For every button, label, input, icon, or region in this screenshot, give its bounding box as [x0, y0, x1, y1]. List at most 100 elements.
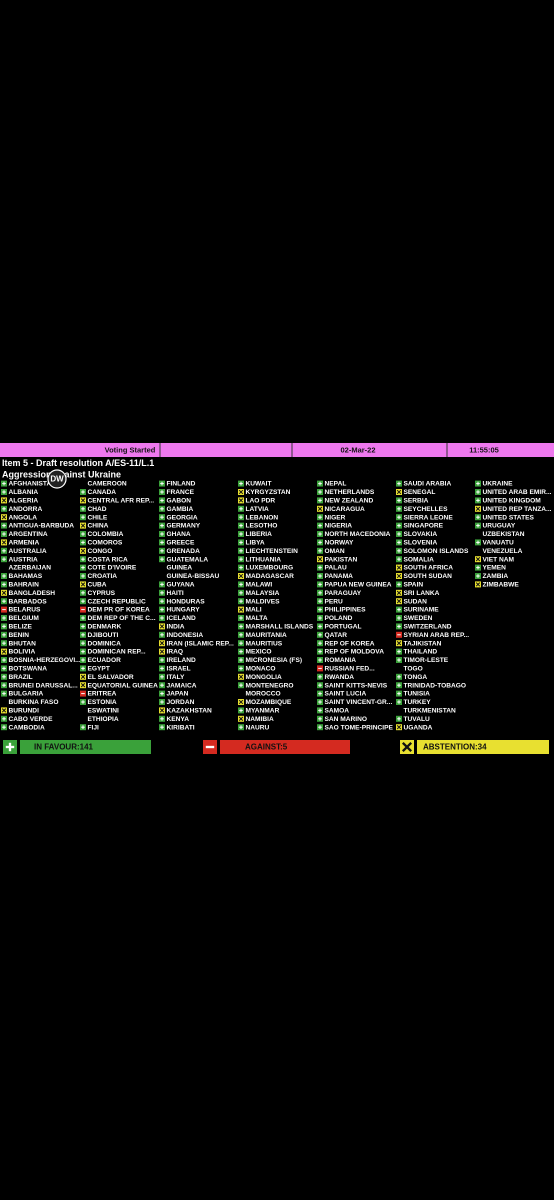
- country-name: TURKEY: [404, 699, 432, 706]
- vote-symbol: [396, 489, 402, 495]
- status: Voting Started: [105, 445, 156, 454]
- country-name: SAO TOME-PRINCIPE: [325, 724, 394, 731]
- country-name: PERU: [325, 598, 344, 605]
- vote-symbol: [238, 699, 244, 705]
- country-name: NAMIBIA: [246, 716, 274, 723]
- tally-label: ABSTENTION:34: [423, 743, 487, 752]
- vote-symbol: [80, 683, 86, 688]
- country-name: DOMINICAN REP...: [88, 649, 146, 656]
- country-name: MAURITANIA: [246, 632, 288, 639]
- country-name: BRUNEI DARUSSAL...: [9, 682, 78, 689]
- country-name: GERMANY: [167, 523, 201, 530]
- country-name: GREECE: [167, 539, 195, 546]
- country-name: ERITREA: [88, 691, 117, 698]
- country-name: DEM PR OF KOREA: [88, 607, 151, 614]
- country-name: SYRIAN ARAB REP...: [404, 632, 470, 639]
- country-name: IRELAND: [167, 657, 197, 664]
- country-name: AZERBAIJAN: [9, 565, 52, 572]
- vote-symbol: [1, 515, 7, 520]
- country-name: KUWAIT: [246, 481, 272, 488]
- country-name: SAUDI ARABIA: [404, 481, 452, 488]
- country-name: ZAMBIA: [483, 573, 509, 580]
- country-name: NAURU: [246, 724, 270, 731]
- country-name: CANADA: [88, 489, 117, 496]
- country-name: SAMOA: [325, 707, 350, 714]
- vote-symbol: [159, 624, 165, 629]
- country-name: SAINT KITTS-NEVIS: [325, 682, 388, 689]
- country-name: ALGERIA: [9, 497, 39, 504]
- country-name: CAMEROON: [88, 481, 127, 488]
- country-name: BOTSWANA: [9, 665, 48, 672]
- country-name: JAMAICA: [167, 682, 197, 689]
- vote-symbol: [396, 590, 402, 595]
- vote-symbol: [1, 540, 7, 545]
- vote-symbol: [317, 557, 323, 562]
- country-name: BURUNDI: [9, 707, 40, 714]
- vote-symbol: [396, 641, 402, 646]
- country-name: LIBYA: [246, 539, 265, 546]
- country-name: UNITED ARAB EMIR...: [483, 489, 552, 496]
- country-name: COMOROS: [88, 539, 123, 546]
- country-name: PAPUA NEW GUINEA: [325, 581, 392, 588]
- country-name: ALBANIA: [9, 489, 39, 496]
- country-name: CROATIA: [88, 573, 118, 580]
- time: 11:55:05: [469, 445, 499, 454]
- country-name: MYANMAR: [246, 707, 280, 714]
- country-name: SAINT VINCENT-GR...: [325, 699, 393, 706]
- country-name: JAPAN: [167, 691, 189, 698]
- vote-symbol: [396, 725, 402, 730]
- country-name: INDIA: [167, 623, 185, 630]
- country-name: NEPAL: [325, 481, 347, 488]
- country-name: CHINA: [88, 523, 109, 530]
- tally-label: IN FAVOUR:141: [34, 743, 94, 752]
- country-name: HUNGARY: [167, 607, 201, 614]
- country-name: ITALY: [167, 674, 186, 681]
- country-name: SUDAN: [404, 598, 428, 605]
- vote-symbol: [238, 489, 244, 495]
- country-name: BENIN: [9, 632, 30, 639]
- country-name: GEORGIA: [167, 514, 198, 521]
- vote-symbol: [1, 590, 7, 595]
- country-name: CABO VERDE: [9, 716, 54, 723]
- country-name: URUGUAY: [483, 523, 516, 530]
- country-name: SENEGAL: [404, 489, 436, 496]
- country-name: UNITED REP TANZA...: [483, 506, 552, 513]
- country-name: CAMBODIA: [9, 724, 46, 731]
- country-name: REP OF KOREA: [325, 640, 375, 647]
- country-name: SRI LANKA: [404, 590, 440, 597]
- country-name: PAKISTAN: [325, 556, 358, 563]
- country-name: LATVIA: [246, 506, 270, 513]
- country-name: ANDORRA: [9, 506, 43, 513]
- country-name: ISRAEL: [167, 665, 191, 672]
- country-name: IRAN (ISLAMIC REP...: [167, 640, 234, 647]
- country-name: DEM REP OF THE C...: [88, 615, 156, 622]
- country-name: COLOMBIA: [88, 531, 124, 538]
- country-name: COTE D'IVOIRE: [88, 565, 137, 572]
- country-name: LAO PDR: [246, 497, 276, 504]
- country-name: DOMINICA: [88, 640, 122, 647]
- country-name: PARAGUAY: [325, 590, 362, 597]
- country-name: SINGAPORE: [404, 523, 444, 530]
- country-name: VENEZUELA: [483, 548, 523, 555]
- country-name: SOLOMON ISLANDS: [404, 548, 469, 555]
- vote-symbol: [396, 573, 402, 579]
- country-name: ZIMBABWE: [483, 581, 520, 588]
- country-name: GUINEA-BISSAU: [167, 573, 220, 580]
- country-name: GABON: [167, 497, 192, 504]
- country-name: NIGER: [325, 514, 346, 521]
- country-name: CONGO: [88, 548, 113, 555]
- country-name: CZECH REPUBLIC: [88, 598, 146, 605]
- country-name: UNITED STATES: [483, 514, 535, 521]
- country-name: CUBA: [88, 581, 107, 588]
- country-name: FRANCE: [167, 489, 195, 496]
- country-name: LIECHTENSTEIN: [246, 548, 299, 555]
- country-name: SURINAME: [404, 607, 440, 614]
- country-name: TURKMENISTAN: [404, 707, 456, 714]
- vote-symbol: [80, 523, 86, 528]
- country-name: EGYPT: [88, 665, 110, 672]
- country-name: FIJI: [88, 724, 100, 731]
- country-name: LEBANON: [246, 514, 279, 521]
- country-name: SPAIN: [404, 581, 424, 588]
- country-name: HONDURAS: [167, 598, 206, 605]
